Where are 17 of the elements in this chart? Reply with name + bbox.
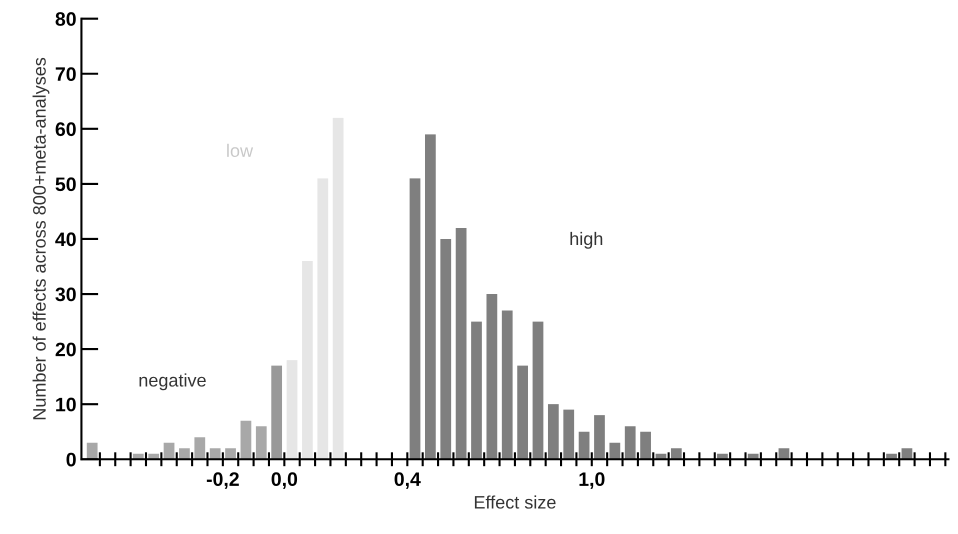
y-tick-label: 20 <box>56 342 76 356</box>
annotation: high <box>570 232 602 249</box>
y-tick-label: 30 <box>55 288 76 302</box>
x-tick-label: 0,0 <box>272 472 298 489</box>
annotation: negative <box>140 373 206 390</box>
x-axis-title: Effect size <box>474 495 556 509</box>
y-tick-label: 50 <box>56 177 76 192</box>
x-tick-label: -0,2 <box>206 472 239 489</box>
y-axis-title: Number of effects across 800+meta-analyses <box>32 58 50 420</box>
y-tick-label: 60 <box>56 122 76 136</box>
y-tick-label: 10 <box>56 398 76 412</box>
y-tick-label: 70 <box>56 67 76 81</box>
y-tick-label: 80 <box>56 12 76 26</box>
x-tick-label: 0,4 <box>394 472 421 489</box>
y-tick-label: 40 <box>55 232 76 246</box>
y-tick-label: 0 <box>66 452 76 466</box>
x-tick-label: 1,0 <box>579 472 605 489</box>
